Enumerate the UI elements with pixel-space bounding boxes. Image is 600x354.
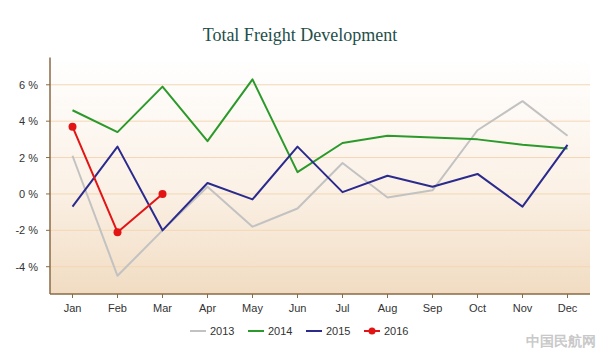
chart-svg: Total Freight Development -4 % -2 % 0 % 2 % 4… <box>0 0 600 354</box>
x-tick <box>387 294 388 298</box>
x-tick-label: Dec <box>558 302 578 314</box>
y-tick-label: 2 % <box>19 152 38 164</box>
chart-title: Total Freight Development <box>203 25 398 45</box>
watermark: 中国民航网 <box>526 333 596 349</box>
legend-label: 2014 <box>268 325 292 337</box>
grid-line <box>50 230 590 231</box>
series-marker <box>159 190 167 198</box>
grid-line <box>50 121 590 122</box>
x-tick <box>252 294 253 298</box>
y-tick-label: -2 % <box>15 224 38 236</box>
x-tick-label: Sep <box>423 302 443 314</box>
x-tick <box>207 294 208 298</box>
x-tick <box>522 294 523 298</box>
legend-label: 2013 <box>210 325 234 337</box>
x-tick-label: Mar <box>153 302 172 314</box>
legend-label: 2016 <box>384 325 408 337</box>
series-line <box>73 145 568 231</box>
series-marker <box>69 123 77 131</box>
x-tick-label: Jan <box>64 302 82 314</box>
x-tick-label: Oct <box>469 302 486 314</box>
grid-line <box>50 84 590 85</box>
legend-swatch <box>190 330 206 332</box>
x-tick <box>342 294 343 298</box>
legend-label: 2015 <box>326 325 350 337</box>
x-tick <box>117 294 118 298</box>
x-tick-label: Feb <box>108 302 127 314</box>
x-tick <box>297 294 298 298</box>
y-tick-label: -4 % <box>15 261 38 273</box>
legend: 2013 2014 2015 2016 <box>190 325 408 337</box>
series-line <box>73 127 163 233</box>
plot-background <box>50 58 590 295</box>
x-tick-label: Jul <box>335 302 349 314</box>
x-tick-label: Aug <box>378 302 398 314</box>
x-tick <box>432 294 433 298</box>
series-line <box>73 79 568 172</box>
series-line <box>73 101 568 276</box>
x-tick-label: Apr <box>199 302 216 314</box>
y-tick-label: 6 % <box>19 79 38 91</box>
x-tick-label: Nov <box>513 302 533 314</box>
y-tick-label: 4 % <box>19 115 38 127</box>
x-tick <box>477 294 478 298</box>
legend-marker <box>369 328 376 335</box>
x-tick <box>567 294 568 298</box>
grid-line <box>50 193 590 194</box>
series-group <box>69 79 568 275</box>
legend-swatch <box>248 330 264 332</box>
x-tick-label: Jun <box>289 302 307 314</box>
legend-swatch <box>306 330 322 332</box>
x-tick <box>162 294 163 298</box>
x-tick-label: May <box>242 302 263 314</box>
grid-line <box>50 266 590 267</box>
y-axis <box>49 58 51 295</box>
x-tick <box>72 294 73 298</box>
y-tick-label: 0 % <box>19 188 38 200</box>
series-marker <box>114 228 122 236</box>
chart-container: Total Freight Development -4 % -2 % 0 % 2 % 4… <box>0 0 600 354</box>
x-axis <box>50 293 590 295</box>
